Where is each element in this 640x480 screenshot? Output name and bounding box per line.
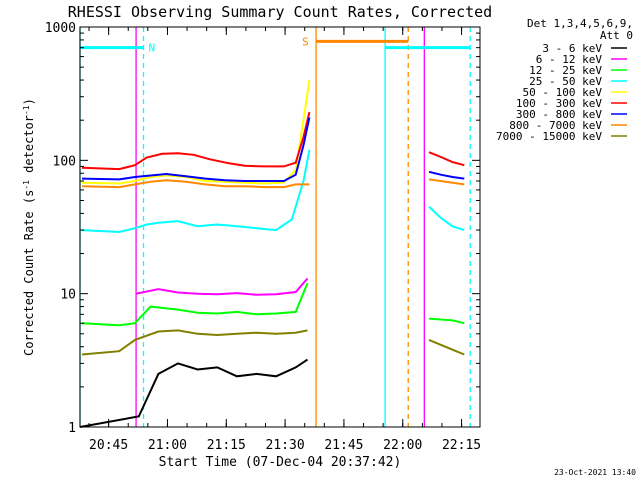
flag-label: N (149, 42, 156, 55)
series-line (81, 79, 311, 185)
x-axis: 20:45 21:00 21:15 21:30 21:45 22:00 22:15 (88, 27, 481, 453)
series-line (428, 151, 465, 167)
legend-header-line2: Att 0 (600, 29, 633, 42)
y-axis-label: Corrected Count Rate (s-1 detector-1) (22, 98, 37, 356)
series-line (428, 170, 465, 180)
flag-label: S (302, 35, 309, 48)
legend-label: 300 - 800 keV (516, 108, 602, 121)
series-line (428, 205, 465, 232)
y-tick-label: 1000 (45, 21, 76, 36)
legend-label: 800 - 7000 keV (509, 119, 602, 132)
legend-label: 50 - 100 keV (523, 86, 603, 99)
legend-label: 7000 - 15000 keV (496, 130, 602, 143)
series-line (135, 277, 309, 296)
x-tick-label: 21:00 (148, 438, 187, 453)
legend-label: 6 - 12 keV (536, 53, 603, 66)
y-axis-label-end: ) (22, 98, 36, 105)
y-axis-label-main: Corrected Count Rate (s (22, 190, 36, 356)
x-tick-label: 21:15 (207, 438, 246, 453)
y-tick-label: 100 (53, 154, 76, 169)
y-axis-label-mid: detector (22, 115, 36, 180)
x-tick-label: 22:15 (442, 438, 481, 453)
series-line (81, 117, 311, 182)
x-axis-label: Start Time (07-Dec-04 20:37:42) (159, 455, 402, 470)
legend-label: 3 - 6 keV (542, 42, 602, 55)
plot-frame (79, 26, 481, 428)
series-line (81, 149, 311, 234)
legend-label: 25 - 50 keV (529, 75, 602, 88)
x-tick-label: 22:00 (383, 438, 422, 453)
y-axis-label-sup2: -1 (22, 105, 31, 115)
series-line (79, 358, 309, 428)
series-line (81, 282, 309, 327)
legend-label: 12 - 25 keV (529, 64, 602, 77)
y-axis: 1 10 100 1000 (45, 21, 480, 436)
x-tick-label: 20:45 (89, 438, 128, 453)
series-line (81, 179, 310, 189)
series-line (428, 178, 465, 186)
series-line (428, 338, 465, 356)
y-tick-label: 1 (68, 421, 76, 436)
chart-title: RHESSI Observing Summary Count Rates, Co… (68, 3, 492, 21)
series-line (81, 329, 308, 356)
legend-label: 100 - 300 keV (516, 97, 602, 110)
y-tick-label: 10 (60, 288, 76, 303)
footer-timestamp: 23-Oct-2021 13:40 (554, 468, 636, 477)
y-axis-label-sup1: -1 (22, 180, 31, 190)
series-line (428, 317, 465, 325)
legend-header-line1: Det 1,3,4,5,6,9, (527, 17, 633, 30)
series-line (81, 111, 311, 171)
x-tick-label: 21:30 (266, 438, 305, 453)
x-tick-label: 21:45 (324, 438, 363, 453)
